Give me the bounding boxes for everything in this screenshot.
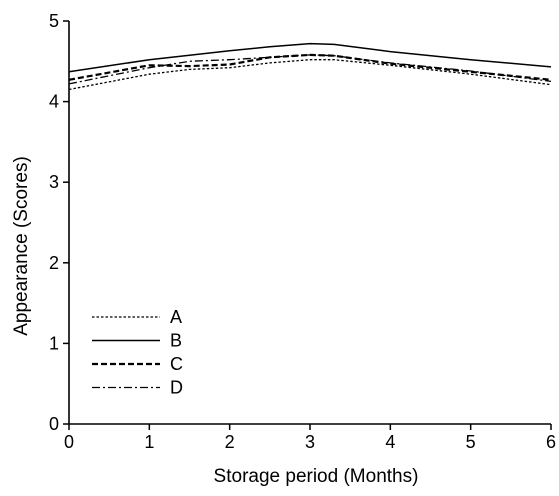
y-tick-label: 3 bbox=[49, 172, 59, 192]
axes-group: 0 1 2 3 4 5 6 0 1 2 3 4 5 bbox=[49, 11, 556, 452]
y-tick-label: 4 bbox=[49, 92, 59, 112]
x-tick-label: 3 bbox=[305, 432, 315, 452]
x-tick-label: 6 bbox=[546, 432, 556, 452]
x-tick-label: 1 bbox=[144, 432, 154, 452]
legend-label-d: D bbox=[170, 378, 183, 398]
x-tick-label: 5 bbox=[466, 432, 476, 452]
x-axis-label: Storage period (Months) bbox=[214, 466, 419, 487]
y-tick-label: 5 bbox=[49, 11, 59, 31]
y-tick-label: 1 bbox=[49, 333, 59, 353]
x-tick-label: 2 bbox=[225, 432, 235, 452]
series-line-b bbox=[68, 42, 552, 73]
legend-label-a: A bbox=[170, 307, 182, 327]
series-line-c bbox=[68, 53, 552, 81]
series-line-a bbox=[68, 59, 552, 91]
x-tick-label: 4 bbox=[385, 432, 395, 452]
legend-label-c: C bbox=[170, 354, 183, 374]
legend-label-b: B bbox=[170, 331, 182, 351]
x-tick-label: 0 bbox=[64, 432, 74, 452]
series-line-d bbox=[68, 54, 552, 85]
y-tick-label: 0 bbox=[49, 414, 59, 434]
y-tick-label: 2 bbox=[49, 253, 59, 273]
series-lines-group bbox=[68, 42, 552, 91]
y-axis-label: Appearance (Scores) bbox=[11, 156, 32, 336]
